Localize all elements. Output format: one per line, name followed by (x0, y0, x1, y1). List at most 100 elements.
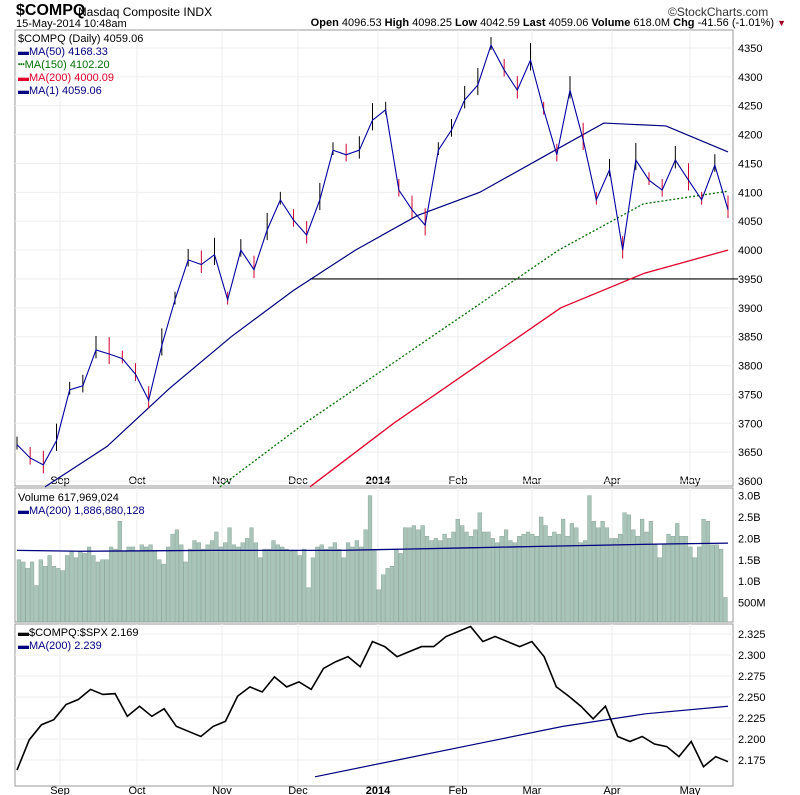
volume-bar (60, 570, 65, 623)
volume-bar (543, 525, 548, 623)
price-y-tick: 4300 (738, 72, 762, 84)
x-tick-label: May (680, 785, 701, 795)
volume-bar (117, 521, 122, 623)
quote-label: Open (310, 17, 342, 29)
volume-bar (719, 548, 724, 623)
volume-bar (126, 546, 131, 623)
volume-bar (692, 557, 697, 623)
volume-bar (82, 553, 87, 623)
volume-bar (389, 566, 395, 623)
volume-bar (578, 542, 583, 623)
volume-bar (490, 538, 495, 623)
volume-bar (16, 559, 21, 623)
volume-bar (297, 555, 302, 623)
volume-bar (144, 546, 149, 623)
quote-value: 4098.25 (412, 17, 455, 29)
volume-bar (433, 538, 438, 623)
volume-bar (34, 585, 39, 623)
volume-bar (517, 536, 522, 623)
volume-bar (530, 533, 535, 623)
volume-bar (223, 542, 228, 623)
quote-label: High (384, 17, 413, 29)
volume-bar (332, 542, 337, 623)
volume-bar (394, 548, 399, 623)
volume-bar (582, 540, 588, 623)
volume-bar (477, 512, 482, 623)
volume-bar (561, 518, 566, 623)
volume-bar (403, 527, 408, 623)
volume-bar (113, 548, 118, 623)
price-y-tick: 3700 (738, 418, 762, 430)
volume-bar (21, 561, 26, 623)
volume-bar (205, 544, 210, 623)
quote-value: -41.56 (-1.01%) (697, 17, 778, 29)
price-y-tick: 3850 (738, 332, 762, 344)
ma200-line (309, 249, 729, 488)
x-tick-label: 2014 (366, 785, 391, 795)
legend-volume-ma: ▬MA(200) 1,886,880,128 (18, 505, 145, 517)
quote-value: 618.0M (633, 17, 674, 29)
x-tick-label: Mar (523, 785, 542, 795)
volume-y-tick: 1.5B (738, 555, 761, 567)
volume-bar (644, 531, 649, 623)
volume-bar (372, 548, 377, 623)
volume-bar (354, 540, 359, 623)
x-tick-label: Sep (50, 785, 70, 795)
volume-bar (460, 525, 465, 623)
volume-bar (78, 551, 83, 623)
volume-bar (218, 546, 223, 623)
volume-bar (87, 546, 92, 623)
quote-label: Low (455, 17, 481, 29)
volume-bar (604, 527, 610, 623)
volume-bar (179, 544, 184, 623)
volume-bar (420, 525, 425, 623)
volume-bar (661, 544, 667, 623)
volume-bar (525, 531, 531, 623)
volume-bar (236, 546, 241, 623)
volume-bar (319, 544, 324, 623)
ma50-line (44, 122, 729, 488)
volume-bar (240, 542, 245, 623)
ratio-y-tick: 2.200 (738, 734, 766, 746)
volume-bar (95, 561, 100, 623)
volume-bar (345, 542, 351, 623)
volume-bar (135, 551, 140, 623)
volume-bar (341, 557, 346, 623)
volume-bar (631, 529, 636, 623)
x-tick-label: Nov (212, 785, 232, 795)
volume-bar (407, 527, 412, 623)
volume-bar (723, 597, 728, 623)
quote-label: Volume (591, 17, 634, 29)
volume-y-tick: 2.5B (738, 512, 761, 524)
ratio-y-tick: 2.325 (738, 629, 766, 641)
volume-bar (675, 523, 680, 623)
price-y-tick: 4250 (738, 101, 762, 113)
volume-bar (705, 521, 711, 623)
price-y-tick: 4000 (738, 245, 762, 257)
volume-bar (337, 548, 342, 623)
legend-ratio-ma: ▬MA(200) 2.239 (18, 640, 102, 652)
volume-bar (398, 553, 403, 623)
volume-bar (38, 559, 43, 623)
volume-bar (613, 538, 618, 623)
x-tick-label: Feb (449, 785, 468, 795)
x-tick-label: Dec (288, 785, 308, 795)
ratio-y-tick: 2.175 (738, 755, 766, 767)
volume-bar (192, 540, 197, 623)
volume-bar (648, 521, 653, 623)
volume-bar (148, 544, 153, 623)
volume-bar (47, 555, 52, 623)
volume-bar (69, 551, 74, 623)
ratio-legend: ▬$COMPQ:$SPX 2.169 ▬MA(200) 2.239 (18, 627, 138, 653)
legend-volume: Volume 617,969,024 (18, 492, 119, 504)
ratio-y-tick: 2.275 (738, 671, 766, 683)
ratio-line (16, 625, 729, 771)
volume-bar (284, 548, 289, 623)
volume-bar (25, 568, 30, 623)
volume-bar (275, 544, 280, 623)
volume-bar (521, 533, 526, 623)
volume-bar (187, 548, 193, 623)
volume-bar (666, 533, 671, 623)
volume-bar (315, 546, 320, 623)
